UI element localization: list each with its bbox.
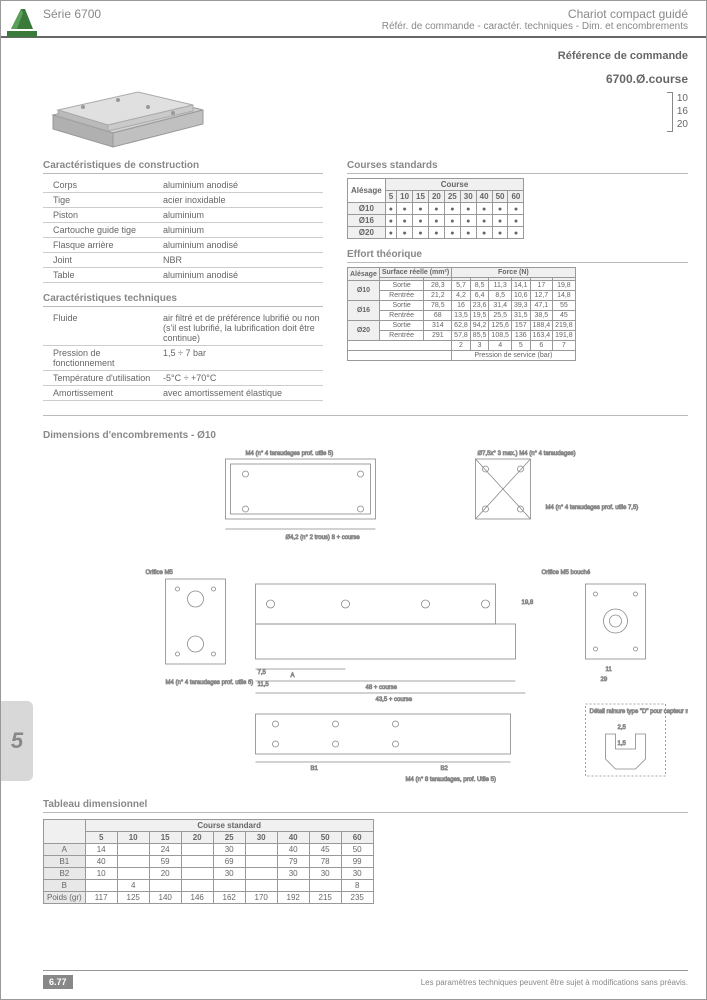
dimensions-title: Dimensions d'encombrements - Ø10 (43, 430, 688, 441)
spec-row: Température d'utilisation-5°C ÷ +70°C (43, 371, 323, 386)
svg-text:Ø7,5x° 3 max.) M4 (n° 4 taraud: Ø7,5x° 3 max.) M4 (n° 4 taraudages) (478, 451, 576, 457)
spec-row: Tablealuminium anodisé (43, 268, 323, 283)
brand-logo (7, 5, 37, 37)
technical-title: Caractéristiques techniques (43, 293, 323, 307)
spec-row: Pistonaluminium (43, 208, 323, 223)
svg-text:Orifice M5 bouché: Orifice M5 bouché (542, 570, 591, 576)
section-tab: 5 (1, 701, 33, 781)
svg-text:A: A (291, 673, 295, 679)
construction-title: Caractéristiques de construction (43, 160, 323, 174)
footer-note: Les paramètres techniques peuvent être s… (421, 978, 688, 987)
dimensional-table: Course standard51015202530405060A1424304… (43, 819, 374, 904)
tableau-title: Tableau dimensionnel (43, 799, 688, 813)
technical-drawing: Ø4,2 (n° 2 trous) 8 + course M4 (n° 4 ta… (43, 449, 688, 789)
courses-title: Courses standards (347, 160, 688, 174)
effort-title: Effort théorique (347, 249, 688, 263)
svg-text:Orifice M5: Orifice M5 (146, 570, 174, 576)
page-subtitle: Référ. de commande - caractér. technique… (382, 21, 688, 32)
svg-text:29: 29 (601, 677, 608, 683)
product-image (43, 50, 223, 150)
page-number: 6.77 (43, 975, 73, 989)
spec-row: Amortissementavec amortissement élastiqu… (43, 386, 323, 401)
svg-text:1,5: 1,5 (618, 741, 627, 747)
svg-text:Détail rainure type "D" pour c: Détail rainure type "D" pour capteur mag… (590, 709, 689, 715)
spec-row: Pression de fonctionnement1,5 ÷ 7 bar (43, 346, 323, 371)
svg-text:43,5 + course: 43,5 + course (376, 697, 413, 703)
svg-text:B1: B1 (311, 766, 319, 772)
svg-text:M4 (n° 8 taraudages, prof. Uti: M4 (n° 8 taraudages, prof. Utile 5) (406, 777, 496, 783)
spec-row: Corpsaluminium anodisé (43, 178, 323, 193)
spec-row: Flasque arrièrealuminium anodisé (43, 238, 323, 253)
svg-text:B2: B2 (441, 766, 449, 772)
reference-heading: Référence de commande (558, 50, 688, 62)
reference-options: 10 16 20 (677, 92, 688, 132)
svg-text:48 + course: 48 + course (366, 685, 398, 691)
svg-text:19,8: 19,8 (522, 600, 534, 606)
svg-text:7,5: 7,5 (258, 670, 267, 676)
svg-text:M4 (n° 4 taraudages prof. util: M4 (n° 4 taraudages prof. utile 6) (166, 680, 254, 686)
svg-text:M4 (n° 4 taraudages prof. util: M4 (n° 4 taraudages prof. utile 7,5) (546, 505, 639, 511)
svg-text:2,5: 2,5 (618, 725, 627, 731)
svg-text:Ø4,2 (n° 2 trous) 8 + course: Ø4,2 (n° 2 trous) 8 + course (286, 535, 361, 541)
series-label: Série 6700 (43, 7, 101, 21)
svg-text:11: 11 (606, 667, 613, 673)
spec-row: Tigeacier inoxidable (43, 193, 323, 208)
reference-code: 6700.Ø.course (558, 72, 688, 86)
spec-row: Cartouche guide tigealuminium (43, 223, 323, 238)
page-title: Chariot compact guidé (382, 7, 688, 21)
spec-row: Fluideair filtré et de préférence lubrif… (43, 311, 323, 346)
courses-table: AlésageCourse51015202530405060Ø10Ø16Ø20 (347, 178, 524, 239)
spec-row: JointNBR (43, 253, 323, 268)
effort-table: AlésageSurface réelle (mm²)Force (N)Ø10S… (347, 267, 576, 361)
svg-text:11,5: 11,5 (258, 682, 270, 688)
svg-text:M4 (n° 4 taraudages prof. util: M4 (n° 4 taraudages prof. utile 5) (246, 451, 334, 457)
